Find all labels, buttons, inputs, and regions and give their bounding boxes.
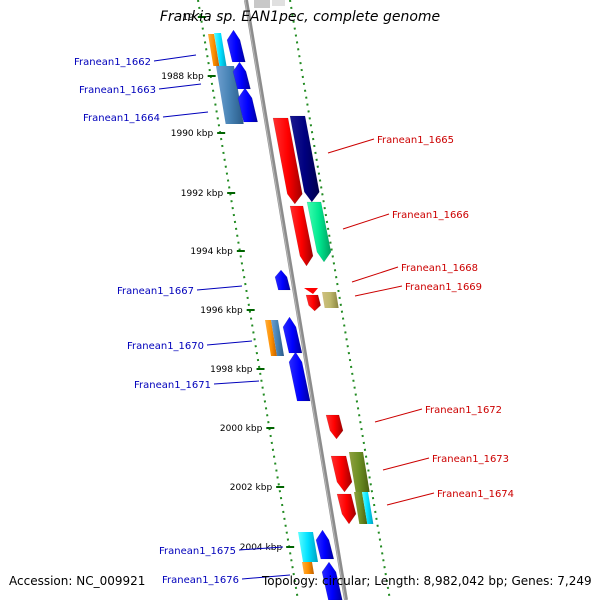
topology-text: Topology: circular; Length: 8,982,042 bp… [262, 574, 592, 588]
gene-label-left[interactable]: Franean1_1664 [83, 113, 160, 124]
gene-1669-red [305, 294, 321, 312]
gene-leader-line [386, 492, 435, 506]
gene-leader-line [162, 111, 209, 118]
gene-1665-navy [289, 115, 320, 203]
ruler-rail-left [197, 0, 299, 600]
gene-leader-line [351, 266, 399, 283]
gene-leader-line [342, 213, 390, 230]
gene-label-left[interactable]: Franean1_1676 [162, 575, 239, 586]
gene-1673-olive [349, 452, 370, 492]
gene-label-left[interactable]: Franean1_1671 [134, 380, 211, 391]
ruler-tick-label: 1996 kbp [200, 306, 243, 316]
ruler-tick-label: 1992 kbp [181, 189, 224, 199]
gene-1662-orange [208, 34, 220, 66]
gene-1671-arrow [288, 351, 311, 402]
gene-1675-arrow [315, 529, 335, 560]
gene-1662-cyan [214, 33, 227, 67]
ruler-tick-label: 1988 kbp [161, 72, 204, 82]
gene-label-right[interactable]: Franean1_1672 [425, 405, 502, 416]
gene-1665-red [272, 117, 303, 205]
genome-title: Frankia sp. EAN1pec, complete genome [159, 9, 441, 25]
gene-1667-arrow [274, 269, 291, 291]
gene-label-right[interactable]: Franean1_1666 [392, 210, 469, 221]
feature-rail-right [289, 0, 391, 600]
gene-1666-red [289, 205, 314, 267]
gene-1666-sea [306, 201, 332, 263]
gene-1676-orange [302, 562, 314, 574]
gene-1663-steel [216, 66, 244, 124]
accession-text: Accession: NC_009921 [9, 574, 146, 588]
gene-1674-cyan [362, 492, 374, 524]
gene-label-right[interactable]: Franean1_1674 [437, 489, 514, 500]
gene-1676-arrow [321, 561, 343, 600]
gene-label-right[interactable]: Franean1_1669 [405, 282, 482, 293]
gene-label-right[interactable]: Franean1_1665 [377, 135, 454, 146]
gene-leader-line [196, 285, 243, 291]
genome-backbone [244, 0, 348, 600]
gene-leader-line [327, 138, 375, 154]
gene-label-left[interactable]: Franean1_1675 [159, 546, 236, 557]
ruler-tick-label: 1990 kbp [171, 129, 214, 139]
gene-1664-arrow [237, 87, 258, 123]
gene-leader-line [354, 285, 403, 297]
gene-1663-arrow [232, 61, 251, 90]
gene-leader-line [238, 546, 284, 551]
gene-1674-olive [354, 492, 368, 524]
gene-feature-top-lightgrey [272, 0, 285, 6]
ruler-tick-label: 1994 kbp [190, 247, 233, 257]
gene-leader-line [374, 408, 423, 423]
gene-1675-cyan [298, 532, 318, 562]
ruler-tick-label: 2000 kbp [220, 424, 263, 434]
ruler-tick-label: 1998 kbp [210, 365, 253, 375]
gene-1674-red [336, 493, 357, 525]
gene-1670-steel [271, 320, 284, 356]
gene-1668-red [304, 288, 318, 294]
gene-1669-khaki [322, 292, 339, 308]
gene-label-right[interactable]: Franean1_1668 [401, 263, 478, 274]
gene-feature-top-grey [254, 0, 270, 8]
gene-1670-orange [265, 320, 277, 356]
gene-label-left[interactable]: Franean1_1670 [127, 341, 204, 352]
gene-1673-red [330, 455, 353, 493]
gene-1662-arrow [226, 29, 246, 63]
ruler-tick-label: 19 [182, 13, 194, 23]
gene-label-left[interactable]: Franean1_1667 [117, 286, 194, 297]
gene-leader-line [153, 54, 197, 62]
ruler-tick-label: 2002 kbp [230, 483, 273, 493]
gene-1672-red [325, 414, 344, 440]
gene-leader-line [241, 574, 291, 580]
gene-leader-line [382, 457, 430, 471]
gene-label-right[interactable]: Franean1_1673 [432, 454, 509, 465]
gene-leader-line [158, 83, 202, 90]
gene-label-left[interactable]: Franean1_1663 [79, 85, 156, 96]
gene-leader-line [206, 340, 253, 346]
gene-leader-line [213, 380, 260, 385]
gene-label-left[interactable]: Franean1_1662 [74, 57, 151, 68]
genome-backbone-highlight [244, 0, 346, 600]
